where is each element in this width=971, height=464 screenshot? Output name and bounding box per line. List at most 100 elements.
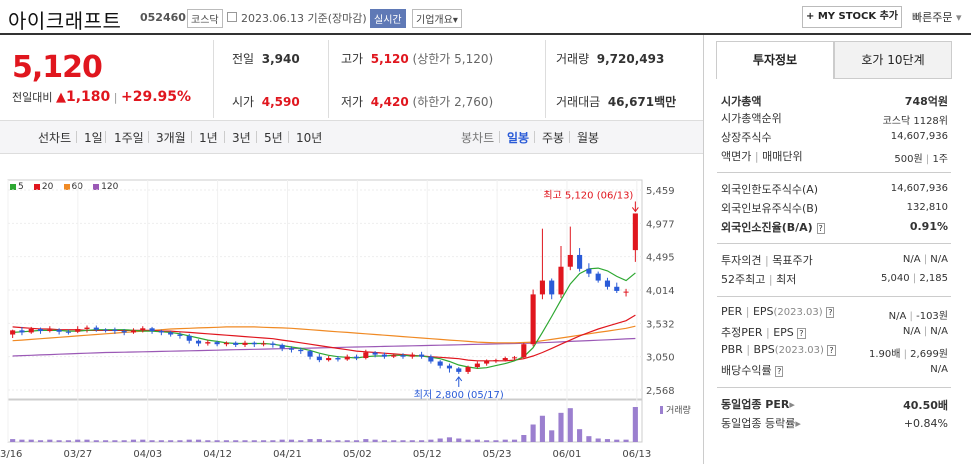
- volume-bar: [28, 439, 34, 442]
- candle-body: [112, 329, 118, 332]
- candle-body: [279, 344, 285, 349]
- separator: [534, 131, 535, 143]
- legend-swatch: [10, 183, 16, 190]
- volume-bar: [177, 440, 183, 442]
- foreign-ratio-label: 외국인소진율(B/A) ?: [721, 219, 825, 235]
- candle-body: [65, 331, 71, 333]
- industry-per-value: 40.50배: [903, 399, 948, 412]
- separator: |: [746, 343, 751, 356]
- tab-weekly[interactable]: 주봉: [542, 131, 565, 145]
- candle-body: [214, 342, 220, 345]
- market-cap-label: 시가총액: [721, 95, 762, 108]
- my-stock-add-button[interactable]: + MY STOCK 추가: [802, 6, 902, 28]
- target-label: 목표주가: [772, 254, 813, 267]
- candle-body: [530, 294, 536, 345]
- tab-period-1y[interactable]: 1년: [199, 131, 218, 145]
- week52-low: 2,185: [919, 273, 948, 284]
- candle-body: [270, 343, 276, 345]
- separator: |: [909, 311, 913, 322]
- quick-order-label: 빠른주문: [912, 11, 953, 24]
- tab-period-3m[interactable]: 3개월: [156, 131, 186, 145]
- divider: [328, 40, 329, 118]
- candle-body: [632, 213, 638, 251]
- tab-monthly[interactable]: 월봉: [577, 131, 600, 145]
- candle-body: [353, 356, 360, 359]
- tab-period-10y[interactable]: 10년: [296, 131, 323, 145]
- open-label: 시가: [232, 95, 255, 109]
- tab-period-3y[interactable]: 3년: [232, 131, 251, 145]
- separator: [191, 131, 192, 143]
- candle-body: [539, 280, 545, 295]
- volume-bar: [511, 439, 518, 442]
- help-icon[interactable]: ?: [816, 223, 825, 234]
- help-icon[interactable]: ?: [797, 328, 806, 339]
- volume-bar: [223, 440, 229, 442]
- volume-bar: [391, 440, 397, 442]
- candle-body: [10, 330, 16, 335]
- tab-hoga-10[interactable]: 호가 10단계: [834, 41, 952, 79]
- quick-order-button[interactable]: 빠른주문 ▾: [912, 9, 962, 25]
- est-eps-val: N/A: [930, 326, 948, 337]
- x-tick-label: 05/12: [413, 449, 442, 460]
- candle-body: [288, 348, 295, 350]
- candle-body: [567, 254, 573, 267]
- foreign-ratio-value: 0.91%: [909, 220, 948, 233]
- volume-bar: [158, 440, 164, 442]
- low-annotation: 최저 2,800 (05/17): [414, 389, 504, 401]
- separator: [499, 131, 500, 143]
- opinion-label: 투자의견 | 목표주가: [721, 252, 813, 268]
- trade-unit: 1주: [932, 154, 948, 165]
- high-annotation: 최고 5,120 (06/13): [543, 189, 633, 201]
- dividend-label: 배당수익률 ?: [721, 362, 784, 378]
- separator: [256, 131, 257, 143]
- realtime-button[interactable]: 실시간: [370, 9, 406, 28]
- candle-body: [316, 356, 322, 361]
- tab-investment-info[interactable]: 투자정보: [716, 41, 834, 79]
- help-icon[interactable]: ?: [775, 366, 784, 377]
- candle-body: [558, 266, 564, 295]
- high-value: 5,120: [370, 52, 409, 66]
- foreign-hold-label: 외국인보유주식수(B): [721, 202, 819, 215]
- x-tick-label: 06/13: [622, 449, 651, 460]
- candle-body: [549, 280, 555, 295]
- company-overview-button[interactable]: 기업개요▾: [412, 9, 462, 28]
- candle-body: [577, 254, 583, 269]
- candle-body: [372, 352, 378, 355]
- help-icon[interactable]: ?: [827, 345, 836, 356]
- industry-rate-value: +0.84%: [903, 417, 948, 430]
- tab-daily[interactable]: 일봉: [507, 131, 530, 145]
- open-value: 4,590: [261, 95, 300, 109]
- dividend-text: 배당수익률: [721, 364, 772, 377]
- panel-divider: [703, 35, 704, 464]
- volume-pane-frame: [7, 398, 643, 443]
- volume-bar: [437, 438, 443, 442]
- candle-body: [19, 330, 25, 333]
- volume-bar: [316, 439, 322, 442]
- candle-body: [93, 327, 99, 330]
- volume-bar: [567, 408, 573, 442]
- pbr-text: PBR: [721, 343, 743, 356]
- tab-period-5y[interactable]: 5년: [264, 131, 283, 145]
- candle-body: [381, 354, 387, 357]
- y-tick-label: 3,532: [646, 319, 675, 330]
- help-icon[interactable]: ?: [826, 307, 835, 318]
- lower-limit: (하한가 2,760): [412, 95, 494, 109]
- tab-period-1d[interactable]: 1일: [84, 131, 103, 145]
- candle-body: [84, 327, 90, 329]
- candle-body: [251, 342, 257, 345]
- pbr-label: PBR | BPS(2023.03) ?: [721, 343, 836, 356]
- volume-bar: [344, 440, 350, 442]
- candle-body: [409, 354, 415, 357]
- price-chart[interactable]: 5,459 4,977 4,495 4,014 3,532 3,050 2,568 03/16…: [0, 165, 703, 464]
- candle-body: [465, 367, 471, 372]
- tab-period-1w[interactable]: 1주일: [114, 131, 144, 145]
- candle-body: [223, 342, 229, 345]
- week52-high-label: 52주최고: [721, 273, 766, 286]
- dividend-value: N/A: [930, 364, 948, 375]
- candle-body: [614, 286, 620, 291]
- candle-body: [511, 357, 518, 359]
- caret-right-icon: ▸: [789, 398, 795, 411]
- x-tick-label: 04/03: [133, 449, 162, 460]
- change-value: 1,180: [65, 89, 111, 105]
- x-tick-label: 03/16: [0, 449, 22, 460]
